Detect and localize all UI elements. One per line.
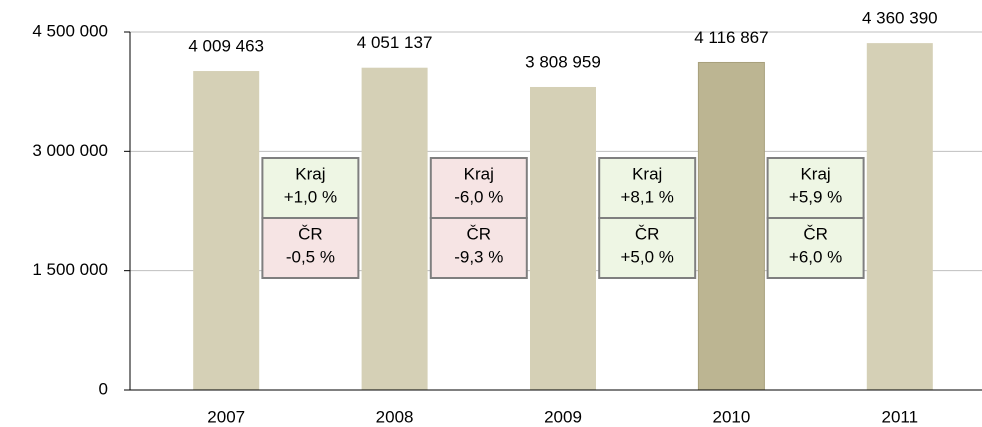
annotation-label: ČR [467, 224, 492, 243]
x-tick-label: 2009 [544, 407, 582, 426]
x-tick-label: 2010 [712, 407, 750, 426]
annotation-label: Kraj [464, 164, 494, 183]
bar [361, 67, 428, 391]
bar [697, 61, 765, 391]
annotation-text: -9,3 % [454, 247, 503, 266]
annotation-box [766, 217, 865, 279]
annotation-text: +5,9 % [789, 187, 842, 206]
annotation-text: +8,1 % [620, 187, 673, 206]
x-tick-label: 2008 [376, 407, 414, 426]
x-tick-label: 2007 [207, 407, 245, 426]
value-label: 4 360 390 [862, 9, 938, 28]
annotation-label: ČR [803, 224, 828, 243]
annotation-box [261, 157, 360, 219]
x-tick-label: 2011 [882, 407, 919, 426]
annotation-text: +6,0 % [789, 247, 842, 266]
annotation-label: Kraj [632, 164, 662, 183]
annotation-text: -6,0 % [454, 187, 503, 206]
annotation-box [766, 157, 865, 219]
annotation-label: ČR [635, 224, 660, 243]
value-label: 3 808 959 [525, 52, 601, 71]
annotation-text: +5,0 % [620, 247, 673, 266]
value-label: 4 009 463 [188, 37, 264, 56]
y-tick-label: 3 000 000 [32, 141, 108, 160]
y-tick-label: 1 500 000 [32, 260, 108, 279]
bar [866, 43, 933, 390]
bar [193, 71, 260, 391]
value-label: 4 051 137 [357, 33, 433, 52]
annotation-text: +1,0 % [284, 187, 337, 206]
annotation-box [598, 217, 697, 279]
y-tick-label: 4 500 000 [32, 21, 108, 40]
annotation-box [429, 217, 528, 279]
bar [530, 86, 596, 391]
annotation-label: ČR [298, 224, 323, 243]
y-tick-label: 0 [99, 379, 108, 398]
value-label: 4 116 867 [694, 28, 768, 47]
annotation-label: Kraj [295, 164, 325, 183]
annotation-box [261, 217, 360, 279]
annotation-label: Kraj [800, 164, 830, 183]
annotation-text: -0,5 % [286, 247, 335, 266]
